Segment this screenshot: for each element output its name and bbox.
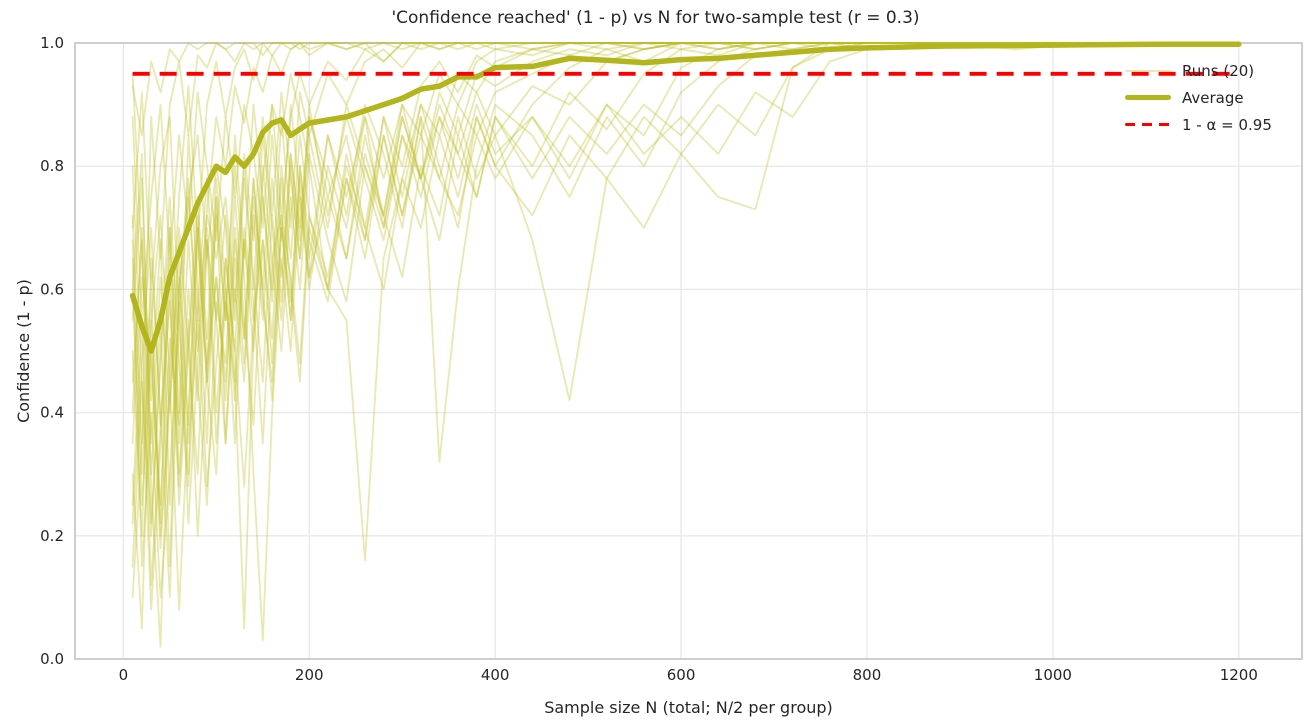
y-tick-label: 1.0 (40, 34, 64, 52)
run-line (131, 42, 1240, 599)
run-line (131, 42, 1240, 586)
run-line (131, 42, 1240, 630)
legend: Runs (20) Average 1 - α = 0.95 (1125, 57, 1272, 138)
legend-label-runs: Runs (20) (1182, 61, 1255, 80)
x-tick-label: 600 (667, 666, 696, 684)
run-line (131, 42, 1240, 445)
legend-label-threshold: 1 - α = 0.95 (1182, 115, 1272, 134)
x-tick-label: 0 (119, 666, 129, 684)
run-line (131, 42, 1240, 611)
x-tick-label: 1200 (1220, 666, 1258, 684)
y-tick-label: 0.4 (40, 404, 64, 422)
run-line (131, 42, 1240, 562)
x-tick-label: 1000 (1034, 666, 1072, 684)
run-line (131, 42, 1240, 476)
run-line (131, 42, 1240, 549)
y-tick-label: 0.2 (40, 527, 64, 545)
run-line (131, 42, 1240, 630)
x-tick-label: 200 (295, 666, 324, 684)
run-line (131, 42, 1240, 506)
run-line (131, 42, 1240, 537)
legend-row-runs: Runs (20) (1125, 57, 1272, 84)
x-tick-label: 800 (853, 666, 882, 684)
legend-row-average: Average (1125, 84, 1272, 111)
run-line (131, 42, 1240, 137)
y-tick-label: 0.0 (40, 650, 64, 668)
legend-label-average: Average (1182, 88, 1244, 107)
y-tick-label: 0.8 (40, 157, 64, 175)
y-axis-label-text: Confidence (1 - p) (14, 279, 33, 423)
average-line (129, 41, 1242, 354)
x-axis-label: Sample size N (total; N/2 per group) (544, 698, 833, 717)
run-line (131, 42, 1240, 611)
x-tick-label: 400 (481, 666, 510, 684)
run-line (131, 42, 1240, 525)
threshold-line-swatch (1125, 122, 1171, 127)
plot-spines (74, 42, 1303, 660)
run-line (131, 42, 1240, 642)
run-line (131, 42, 1240, 525)
run-line (131, 42, 1240, 506)
average-line-swatch (1125, 94, 1171, 101)
legend-row-threshold: 1 - α = 0.95 (1125, 111, 1272, 138)
run-line (131, 42, 1240, 568)
chart-title: 'Confidence reached' (1 - p) vs N for tw… (391, 8, 920, 28)
runs-line-swatch (1125, 69, 1171, 72)
y-tick-label: 0.6 (40, 280, 64, 298)
